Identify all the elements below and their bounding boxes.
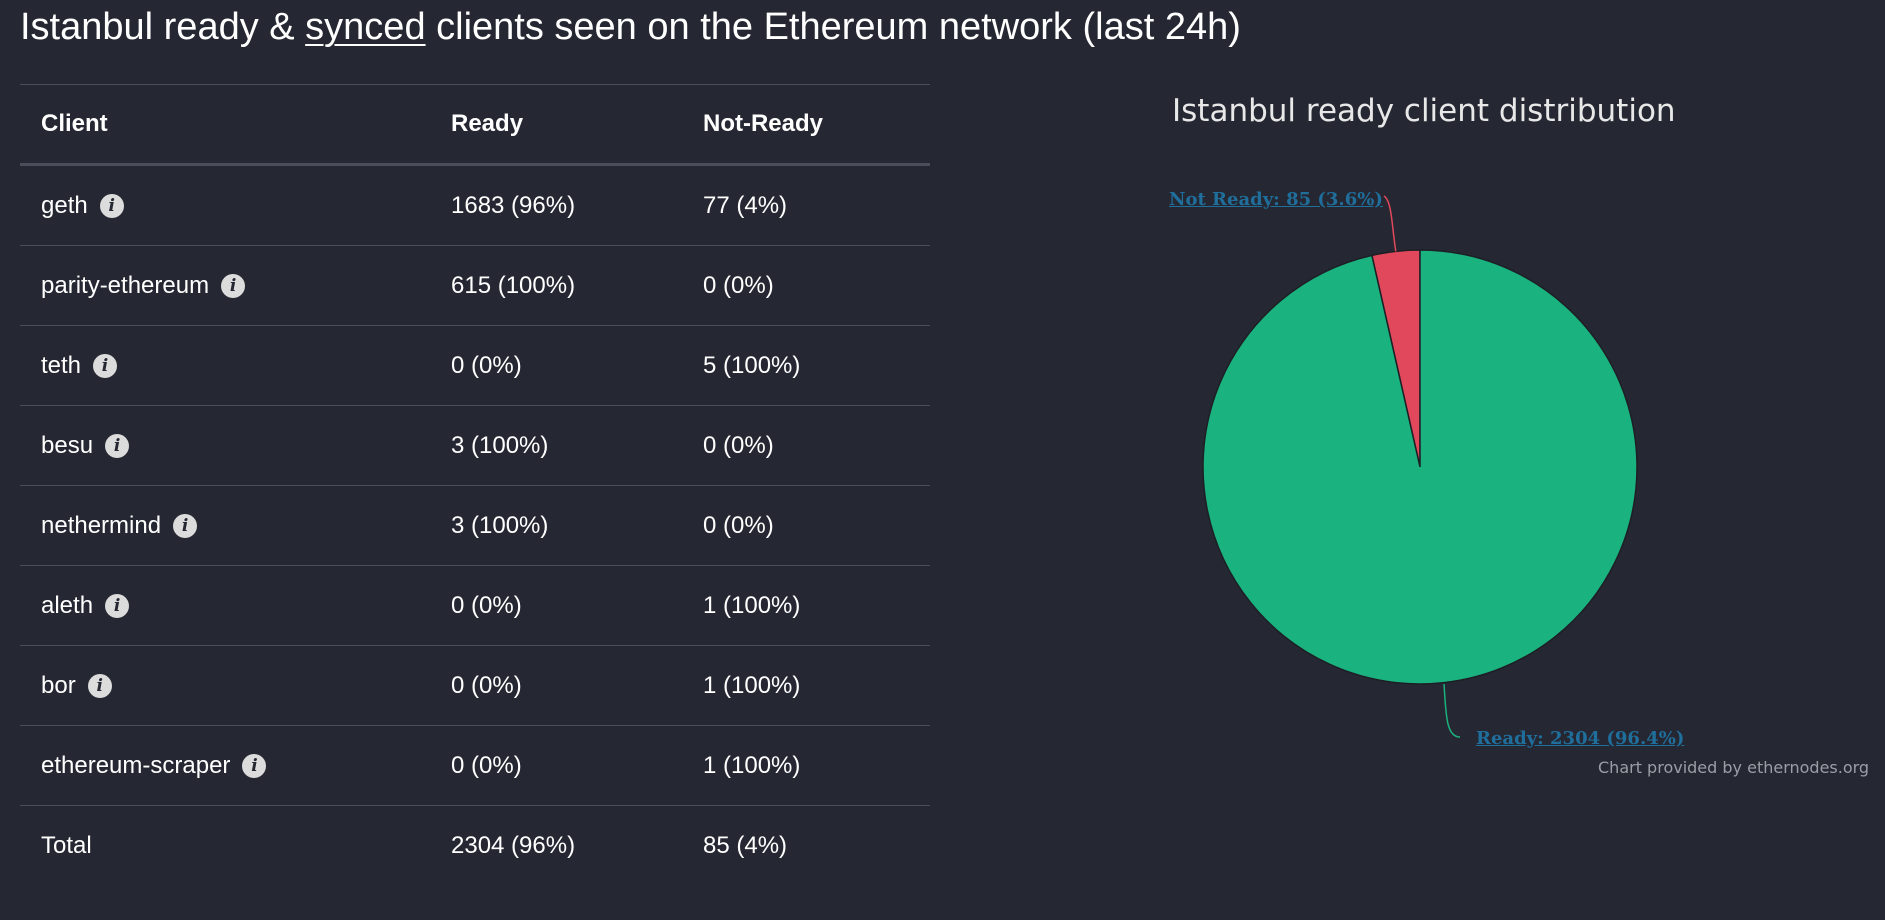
- client-cell: aleth i: [20, 565, 430, 646]
- table-row: parity-ethereum i 615 (100%) 0 (0%): [20, 245, 930, 326]
- info-icon[interactable]: i: [93, 353, 118, 378]
- client-name: aleth: [41, 591, 94, 619]
- client-name: nethermind: [41, 511, 162, 539]
- ready-cell: 0 (0%): [430, 325, 682, 406]
- pie-connector-line: [1383, 195, 1397, 252]
- not-ready-cell: 0 (0%): [682, 245, 930, 326]
- info-icon[interactable]: i: [242, 753, 267, 778]
- chart-title: Istanbul ready client distribution: [1172, 93, 1676, 129]
- page-title-suffix: clients seen on the Ethereum network (la…: [425, 6, 1241, 48]
- client-name: ethereum-scraper: [41, 751, 231, 779]
- header-not-ready: Not-Ready: [703, 110, 824, 137]
- table-header-row: Client Ready Not-Ready: [20, 84, 930, 165]
- total-label: Total: [41, 831, 92, 859]
- client-cell: geth i: [20, 164, 430, 246]
- pie-chart: [1202, 195, 1638, 738]
- pie-label-ready[interactable]: Ready: 2304 (96.4%): [1476, 728, 1685, 749]
- client-cell: bor i: [20, 645, 430, 726]
- total-ready: 2304 (96%): [451, 831, 576, 859]
- table-row: aleth i 0 (0%) 1 (100%): [20, 565, 930, 646]
- ready-cell: 1683 (96%): [430, 164, 682, 246]
- page-title: Istanbul ready & synced clients seen on …: [20, 6, 1241, 49]
- table-row: bor i 0 (0%) 1 (100%): [20, 645, 930, 726]
- ready-cell: 615 (100%): [430, 245, 682, 326]
- pie-label-not-ready[interactable]: Not Ready: 85 (3.6%): [1169, 189, 1383, 210]
- table-row: geth i 1683 (96%) 77 (4%): [20, 164, 930, 246]
- clients-table: Client Ready Not-Ready geth i 1683 (96%) …: [20, 84, 930, 885]
- ready-cell: 3 (100%): [430, 405, 682, 486]
- total-row: Total 2304 (96%) 85 (4%): [20, 806, 930, 886]
- ready-cell: 0 (0%): [430, 645, 682, 726]
- page-title-prefix: Istanbul ready &: [20, 6, 306, 48]
- not-ready-cell: 1 (100%): [682, 725, 930, 806]
- not-ready-cell: 0 (0%): [682, 485, 930, 566]
- client-cell: teth i: [20, 325, 430, 406]
- not-ready-cell: 5 (100%): [682, 325, 930, 406]
- client-cell: ethereum-scraper i: [20, 725, 430, 806]
- ready-cell: 0 (0%): [430, 565, 682, 646]
- client-name: besu: [41, 431, 94, 459]
- synced-link[interactable]: synced: [305, 6, 426, 48]
- client-cell: nethermind i: [20, 485, 430, 566]
- client-name: teth: [41, 351, 82, 379]
- client-cell: parity-ethereum i: [20, 245, 430, 326]
- table-row: teth i 0 (0%) 5 (100%): [20, 325, 930, 406]
- total-not-ready: 85 (4%): [703, 831, 788, 859]
- header-ready: Ready: [451, 110, 524, 137]
- client-cell: besu i: [20, 405, 430, 486]
- table-row: besu i 3 (100%) 0 (0%): [20, 405, 930, 486]
- info-icon[interactable]: i: [173, 513, 198, 538]
- not-ready-cell: 1 (100%): [682, 565, 930, 646]
- info-icon[interactable]: i: [87, 673, 112, 698]
- not-ready-cell: 77 (4%): [682, 164, 930, 246]
- header-client: Client: [41, 110, 108, 137]
- table-row: ethereum-scraper i 0 (0%) 1 (100%): [20, 725, 930, 806]
- info-icon[interactable]: i: [221, 273, 246, 298]
- client-name: geth: [41, 191, 88, 219]
- client-name: parity-ethereum: [41, 271, 210, 299]
- info-icon[interactable]: i: [105, 433, 130, 458]
- table-row: nethermind i 3 (100%) 0 (0%): [20, 485, 930, 566]
- info-icon[interactable]: i: [99, 193, 124, 218]
- pie-slice-ready[interactable]: [1202, 249, 1638, 685]
- client-name: bor: [41, 671, 76, 699]
- info-icon[interactable]: i: [105, 593, 130, 618]
- not-ready-cell: 1 (100%): [682, 645, 930, 726]
- ready-cell: 0 (0%): [430, 725, 682, 806]
- chart-credit-link[interactable]: Chart provided by ethernodes.org: [1598, 758, 1870, 777]
- ready-cell: 3 (100%): [430, 485, 682, 566]
- not-ready-cell: 0 (0%): [682, 405, 930, 486]
- pie-connector-line: [1443, 683, 1461, 738]
